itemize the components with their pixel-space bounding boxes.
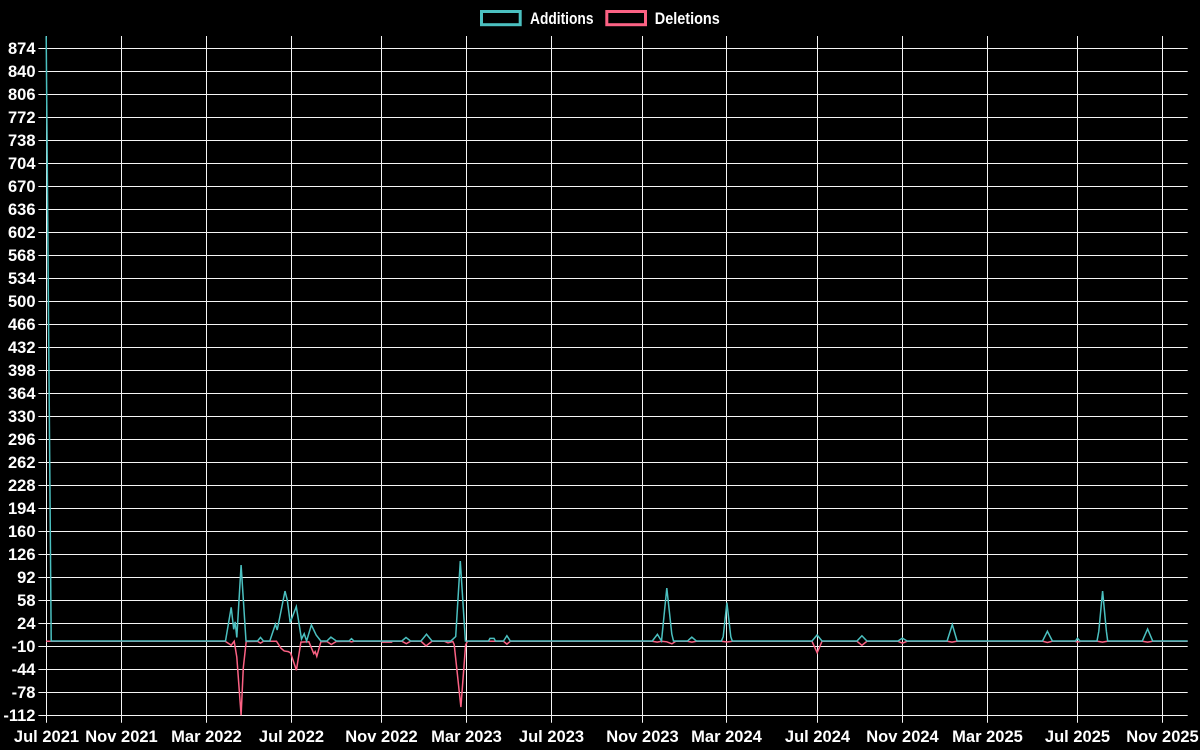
svg-text:534: 534 [8, 270, 36, 288]
svg-text:-10: -10 [12, 638, 36, 656]
svg-text:Additions: Additions [530, 10, 594, 28]
svg-text:Nov 2021: Nov 2021 [85, 728, 157, 746]
svg-text:772: 772 [8, 109, 36, 127]
svg-text:840: 840 [8, 63, 36, 81]
svg-text:262: 262 [8, 454, 36, 472]
svg-text:670: 670 [8, 178, 36, 196]
svg-text:-44: -44 [12, 661, 37, 679]
svg-text:Jul 2025: Jul 2025 [1045, 728, 1110, 746]
svg-text:-112: -112 [3, 707, 35, 725]
svg-text:24: 24 [17, 615, 36, 633]
svg-text:806: 806 [8, 86, 36, 104]
svg-text:194: 194 [8, 500, 36, 518]
svg-text:296: 296 [8, 431, 36, 449]
svg-text:330: 330 [8, 408, 36, 426]
svg-text:Nov 2024: Nov 2024 [866, 728, 939, 746]
svg-text:Nov 2022: Nov 2022 [345, 728, 417, 746]
svg-text:Nov 2023: Nov 2023 [606, 728, 678, 746]
svg-text:Mar 2023: Mar 2023 [431, 728, 502, 746]
svg-text:-78: -78 [12, 684, 36, 702]
svg-text:Deletions: Deletions [655, 10, 720, 28]
svg-text:Mar 2024: Mar 2024 [691, 728, 762, 746]
svg-text:Nov 2025: Nov 2025 [1126, 728, 1198, 746]
svg-text:160: 160 [8, 523, 36, 541]
svg-text:92: 92 [17, 569, 35, 587]
svg-text:432: 432 [8, 339, 36, 357]
svg-text:738: 738 [8, 132, 36, 150]
svg-text:58: 58 [17, 592, 35, 610]
svg-text:568: 568 [8, 247, 36, 265]
svg-text:Jul 2022: Jul 2022 [259, 728, 324, 746]
svg-text:602: 602 [8, 224, 36, 242]
svg-text:500: 500 [8, 293, 36, 311]
svg-text:874: 874 [8, 40, 36, 58]
svg-text:636: 636 [8, 201, 36, 219]
svg-text:364: 364 [8, 385, 36, 403]
svg-text:126: 126 [8, 546, 36, 564]
svg-text:Mar 2025: Mar 2025 [952, 728, 1023, 746]
svg-text:398: 398 [8, 362, 36, 380]
svg-text:466: 466 [8, 316, 36, 334]
svg-text:704: 704 [8, 155, 36, 173]
svg-text:Mar 2022: Mar 2022 [171, 728, 242, 746]
svg-text:Jul 2021: Jul 2021 [14, 728, 79, 746]
svg-text:Jul 2023: Jul 2023 [519, 728, 584, 746]
svg-text:Jul 2024: Jul 2024 [785, 728, 851, 746]
svg-text:228: 228 [8, 477, 36, 495]
